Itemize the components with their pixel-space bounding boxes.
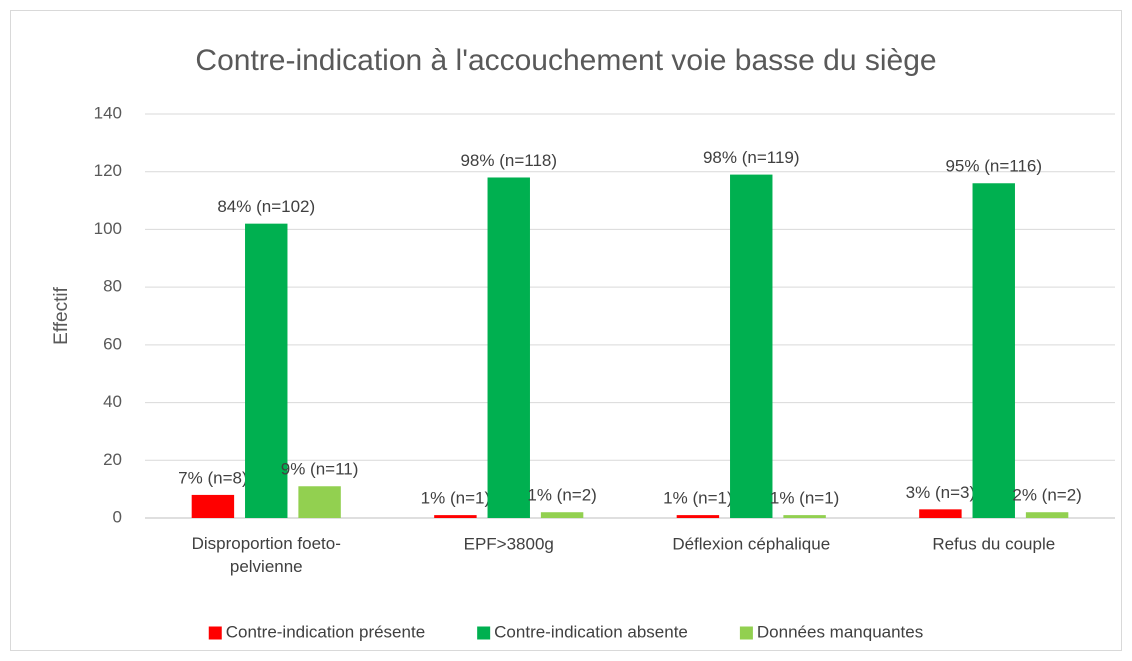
- data-label: 3% (n=3): [906, 483, 975, 502]
- chart-title: Contre-indication à l'accouchement voie …: [195, 44, 936, 77]
- x-tick-label: Refus du couple: [932, 534, 1055, 553]
- data-label: 84% (n=102): [217, 197, 315, 216]
- data-label: 1% (n=2): [527, 486, 596, 505]
- bar: [676, 515, 720, 518]
- x-tick-label: Disproportion foeto-pelvienne: [192, 534, 341, 576]
- x-tick-label: EPF>3800g: [464, 534, 554, 553]
- bar: [245, 223, 288, 518]
- y-tick-label: 120: [94, 161, 122, 180]
- bar: [298, 486, 341, 518]
- data-label: 98% (n=119): [703, 148, 800, 167]
- bar: [783, 515, 826, 518]
- y-tick-label: 20: [103, 450, 122, 469]
- data-label: 95% (n=116): [945, 157, 1042, 176]
- bar: [191, 494, 235, 518]
- data-label: 7% (n=8): [178, 468, 247, 487]
- data-label: 1% (n=1): [770, 489, 839, 508]
- bar: [730, 174, 773, 518]
- bar: [1025, 512, 1069, 518]
- bar: [487, 177, 530, 518]
- bar: [540, 512, 584, 518]
- y-axis-title: Effectif: [51, 286, 72, 344]
- legend-swatch: [477, 626, 491, 640]
- chart-frame: [10, 10, 1122, 651]
- legend-label: Contre-indication présente: [226, 622, 425, 641]
- bar: [919, 509, 962, 518]
- y-tick-label: 140: [94, 103, 122, 122]
- legend-swatch: [208, 626, 222, 640]
- data-label: 98% (n=118): [460, 151, 557, 170]
- data-label: 1% (n=1): [663, 489, 732, 508]
- y-tick-label: 40: [103, 392, 122, 411]
- data-label: 2% (n=2): [1012, 486, 1081, 505]
- bar: [434, 515, 477, 518]
- legend-swatch: [739, 626, 753, 640]
- data-label: 9% (n=11): [281, 460, 359, 479]
- y-tick-label: 0: [113, 507, 122, 526]
- y-tick-label: 80: [103, 277, 122, 296]
- legend-label: Données manquantes: [757, 622, 923, 641]
- data-label: 1% (n=1): [421, 489, 490, 508]
- y-tick-label: 100: [94, 219, 122, 238]
- x-tick-label: Déflexion céphalique: [672, 534, 830, 553]
- legend-label: Contre-indication absente: [494, 622, 688, 641]
- bar: [972, 183, 1015, 518]
- y-tick-label: 60: [103, 334, 122, 353]
